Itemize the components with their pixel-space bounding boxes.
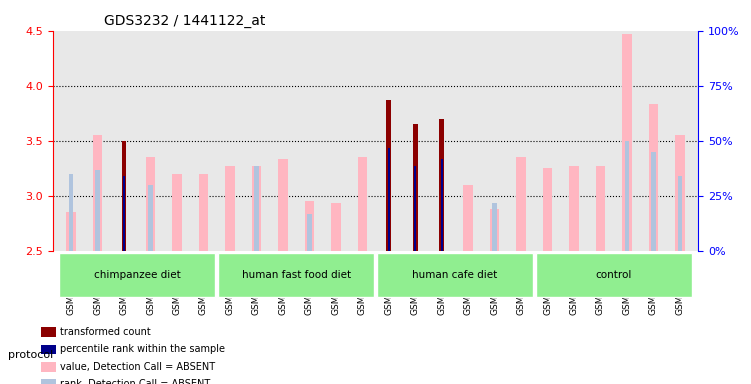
Bar	[439, 157, 444, 251]
Bar	[625, 141, 629, 251]
FancyBboxPatch shape	[377, 253, 533, 297]
Bar	[357, 157, 367, 251]
Text: rank, Detection Call = ABSENT: rank, Detection Call = ABSENT	[60, 379, 210, 384]
Text: control: control	[596, 270, 632, 280]
Bar	[386, 100, 391, 251]
Bar	[331, 204, 340, 251]
Bar	[675, 135, 685, 251]
FancyBboxPatch shape	[59, 253, 216, 297]
Bar	[307, 214, 312, 251]
Bar	[569, 166, 579, 251]
Bar	[386, 146, 391, 251]
FancyBboxPatch shape	[218, 253, 374, 297]
Bar	[66, 212, 76, 251]
Text: chimpanzee diet: chimpanzee diet	[94, 270, 181, 280]
Text: human fast food diet: human fast food diet	[242, 270, 351, 280]
Bar	[278, 159, 288, 251]
Bar	[413, 166, 418, 251]
Bar	[146, 157, 155, 251]
Bar	[492, 204, 497, 251]
Bar	[254, 166, 259, 251]
Bar	[122, 141, 126, 251]
Bar	[413, 124, 418, 251]
Bar	[41, 344, 56, 354]
Bar	[596, 166, 605, 251]
Text: percentile rank within the sample: percentile rank within the sample	[60, 344, 225, 354]
Bar	[490, 209, 499, 251]
Bar	[649, 104, 658, 251]
Bar	[93, 135, 102, 251]
Bar	[41, 379, 56, 384]
Bar	[225, 166, 234, 251]
Bar	[95, 170, 100, 251]
Bar	[388, 148, 390, 251]
Bar	[463, 185, 473, 251]
Bar	[252, 166, 261, 251]
Bar	[69, 174, 74, 251]
Bar	[651, 152, 656, 251]
Bar	[441, 159, 443, 251]
Bar	[622, 34, 632, 251]
Bar	[543, 168, 552, 251]
FancyBboxPatch shape	[535, 253, 692, 297]
Bar	[677, 176, 683, 251]
Bar	[123, 176, 125, 251]
Bar	[305, 201, 314, 251]
Text: protocol: protocol	[8, 350, 53, 360]
Bar	[41, 362, 56, 372]
Text: value, Detection Call = ABSENT: value, Detection Call = ABSENT	[60, 362, 216, 372]
Text: transformed count: transformed count	[60, 327, 151, 337]
Bar	[172, 174, 182, 251]
Bar	[439, 119, 444, 251]
Bar	[148, 185, 153, 251]
Text: human cafe diet: human cafe diet	[412, 270, 497, 280]
Bar	[517, 157, 526, 251]
Text: GDS3232 / 1441122_at: GDS3232 / 1441122_at	[104, 14, 266, 28]
Bar	[41, 327, 56, 337]
Bar	[414, 166, 416, 251]
Bar	[199, 174, 208, 251]
